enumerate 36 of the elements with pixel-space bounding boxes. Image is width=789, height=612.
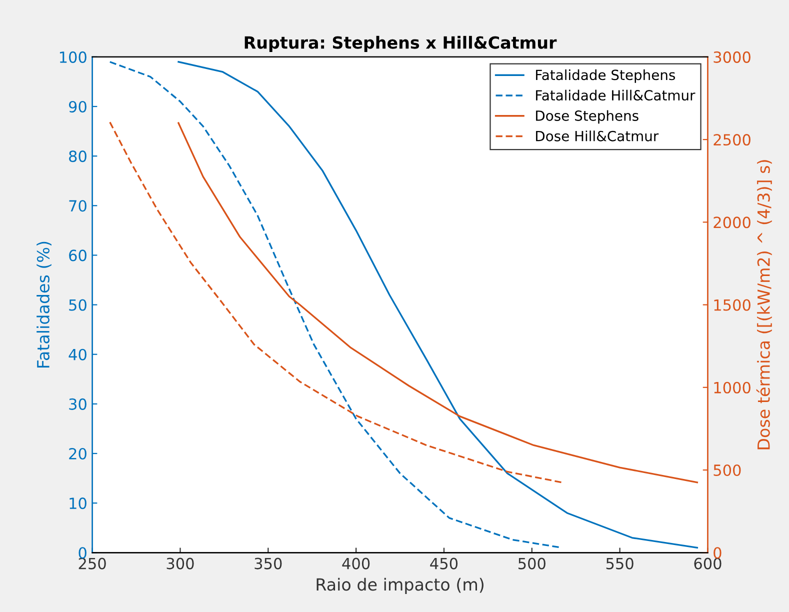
x-axis-title: Raio de impacto (m) xyxy=(316,578,484,594)
x-tick-label: 550 xyxy=(606,558,634,570)
x-tick-label: 400 xyxy=(342,558,370,570)
chart-title: Ruptura: Stephens x Hill&Catmur xyxy=(244,36,557,52)
y-axis-title: Fatalidades (%) xyxy=(36,242,52,368)
y-tick-label: 40 xyxy=(68,348,86,360)
legend-label: Fatalidade Hill&Catmur xyxy=(536,90,696,101)
y-tick-label: 90 xyxy=(68,100,86,113)
x-tick-label: 350 xyxy=(254,558,282,570)
y-tick-label: 0 xyxy=(78,547,86,559)
y2-tick-label: 2500 xyxy=(714,134,750,146)
x-tick-label: 250 xyxy=(78,558,106,570)
y-tick-label: 50 xyxy=(69,299,86,311)
y-tick-label: 100 xyxy=(60,51,86,63)
x-tick-label: 300 xyxy=(166,558,194,570)
y-tick-label: 80 xyxy=(69,150,86,162)
y2-tick-label: 3000 xyxy=(714,51,750,63)
x-tick-label: 600 xyxy=(694,558,722,570)
legend-label: Dose Hill&Catmur xyxy=(536,130,659,142)
y-tick-label: 10 xyxy=(70,498,86,510)
y-tick-label: 30 xyxy=(69,398,86,410)
y2-axis-title: Dose térmica ([(kW/m2) ^ (4/3)] s) xyxy=(756,160,772,450)
y-tick-label: 60 xyxy=(69,250,86,262)
legend-label: Dose Stephens xyxy=(536,110,638,124)
y2-tick-label: 1000 xyxy=(714,382,750,394)
x-tick-label: 500 xyxy=(518,558,546,570)
line-series xyxy=(178,122,698,484)
y-tick-label: 20 xyxy=(69,448,86,460)
y2-tick-label: 500 xyxy=(714,464,741,476)
line-series xyxy=(178,61,698,549)
legend-label: Fatalidade Stephens xyxy=(536,69,676,83)
y2-tick-label: 2000 xyxy=(714,216,750,228)
y2-tick-label: 1500 xyxy=(714,299,750,311)
y-tick-label: 70 xyxy=(69,200,86,212)
x-tick-label: 450 xyxy=(430,558,458,570)
y2-tick-label: 0 xyxy=(714,547,722,559)
